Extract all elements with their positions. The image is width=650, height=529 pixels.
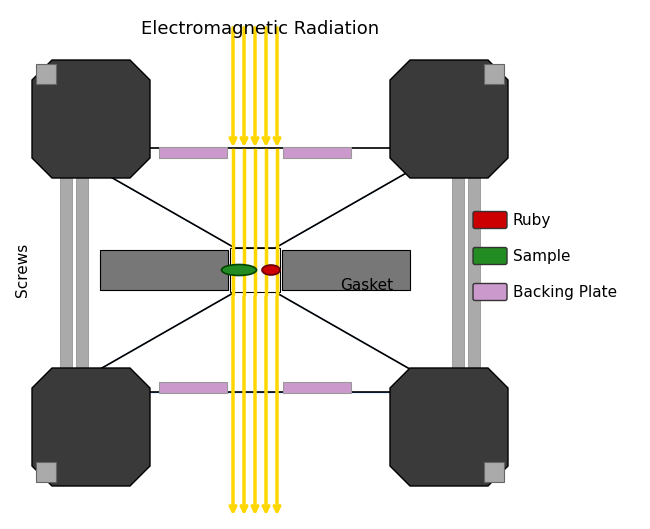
Bar [60,178,72,368]
Polygon shape [390,60,508,178]
Bar [484,64,504,84]
Bar [283,382,351,393]
Bar [159,147,227,158]
Polygon shape [390,368,508,486]
Text: Sample: Sample [513,249,571,263]
Text: Backing Plate: Backing Plate [513,285,617,299]
Polygon shape [60,148,450,248]
Bar [36,64,56,84]
Polygon shape [60,292,450,392]
Text: Gasket: Gasket [340,278,393,293]
Bar [468,178,480,368]
Text: Screws: Screws [14,243,29,297]
Polygon shape [32,60,150,178]
Ellipse shape [262,265,280,275]
Polygon shape [32,368,150,486]
Text: Ruby: Ruby [513,213,551,227]
FancyBboxPatch shape [473,212,507,229]
FancyBboxPatch shape [473,248,507,264]
Bar [452,178,464,368]
Bar [76,178,88,368]
Bar [159,382,227,393]
Bar [36,462,56,482]
Bar [282,250,410,290]
Text: Electromagnetic Radiation: Electromagnetic Radiation [141,20,379,38]
Bar [230,248,280,292]
Ellipse shape [222,264,257,276]
Bar [283,147,351,158]
FancyBboxPatch shape [473,284,507,300]
Bar [100,250,228,290]
Bar [484,462,504,482]
